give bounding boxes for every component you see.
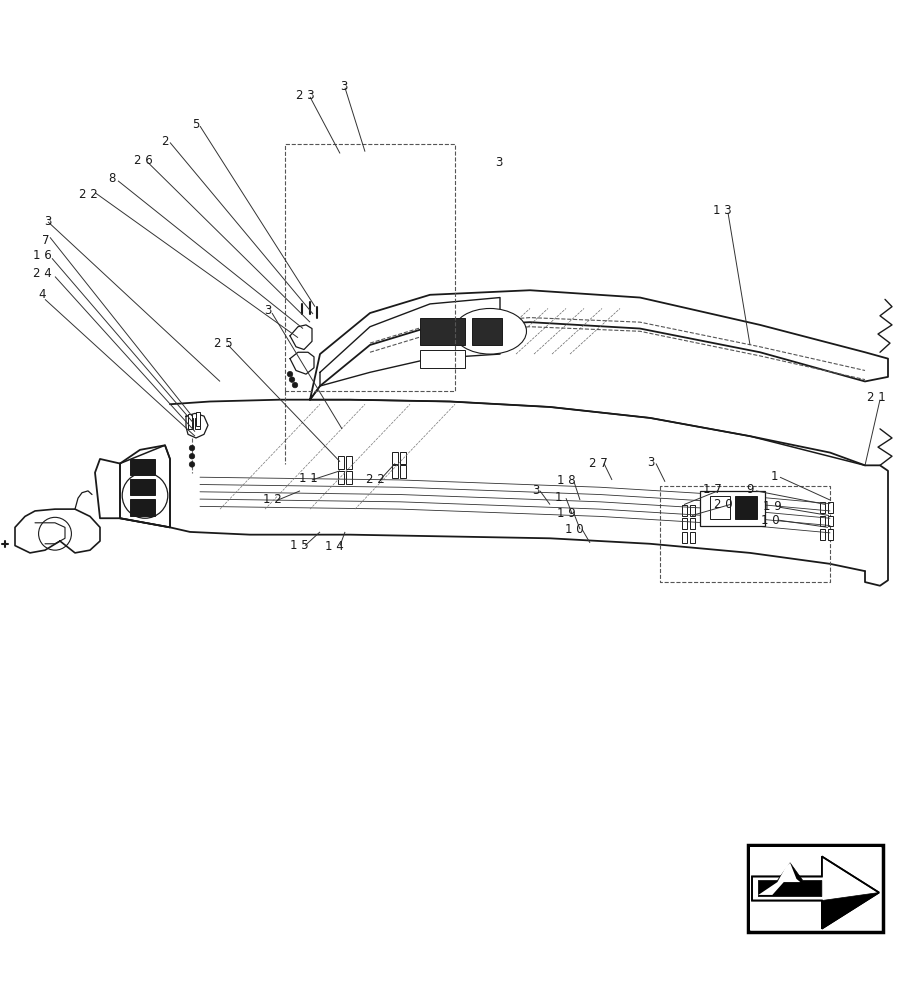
Bar [819,502,824,513]
Text: 9: 9 [745,483,752,496]
Polygon shape [752,856,878,929]
Text: 1 1: 1 1 [298,472,317,485]
Text: 2 2: 2 2 [365,473,384,486]
Bar [734,496,756,519]
Text: 2 1: 2 1 [865,391,885,404]
Text: 3: 3 [495,156,502,169]
Bar [195,418,200,429]
Text: 2 5: 2 5 [213,337,232,350]
Text: 1 8: 1 8 [556,474,575,487]
Bar [196,412,200,426]
Text: 1 9: 1 9 [556,507,575,520]
Bar [681,505,686,516]
Circle shape [189,445,195,451]
Polygon shape [821,893,878,929]
Bar [819,529,824,540]
Text: 1 9: 1 9 [762,500,781,513]
Circle shape [189,453,195,459]
Bar [690,532,694,543]
Bar [827,502,832,513]
Text: 1 2: 1 2 [262,493,281,506]
Bar [827,529,832,540]
Text: 2: 2 [161,135,169,148]
Text: 2 3: 2 3 [295,89,314,102]
Bar [345,471,352,484]
Bar [130,459,155,475]
Text: 2 0: 2 0 [713,498,732,511]
Text: 3: 3 [532,484,539,497]
Circle shape [189,462,195,467]
Bar [130,499,155,516]
Bar [392,452,397,464]
Bar [345,456,352,469]
Text: 3: 3 [264,304,271,317]
Text: 2 4: 2 4 [33,267,51,280]
Polygon shape [758,863,821,897]
Text: 5: 5 [192,118,200,131]
Text: 3: 3 [45,215,52,228]
Text: 1 0: 1 0 [564,523,583,536]
Ellipse shape [453,308,526,354]
Text: 7: 7 [42,234,50,247]
Text: 1 0: 1 0 [760,514,779,527]
Text: 1 5: 1 5 [290,539,308,552]
Text: 2 7: 2 7 [588,457,607,470]
Circle shape [289,377,294,382]
Bar [130,479,155,495]
Text: 1: 1 [554,491,561,504]
Bar [188,418,193,429]
Text: 3: 3 [340,80,347,93]
Bar [681,532,686,543]
Bar [681,518,686,529]
Bar [747,845,882,932]
Bar [420,318,465,345]
Bar [827,516,832,526]
Bar [690,518,694,529]
Bar [400,452,405,464]
Bar [338,456,343,469]
Text: 1: 1 [770,470,777,483]
Bar [392,465,397,478]
Circle shape [287,371,292,377]
Bar [420,350,465,368]
Text: 8: 8 [108,172,116,185]
Bar [690,505,694,516]
Circle shape [292,382,297,388]
Bar [749,847,880,930]
Polygon shape [758,863,799,895]
Bar [710,496,729,519]
Bar [819,516,824,526]
Text: 2 6: 2 6 [134,154,152,167]
Bar [338,471,343,484]
Text: 1 4: 1 4 [324,540,343,553]
Bar [700,491,764,526]
Text: 2 2: 2 2 [78,188,97,201]
Bar [400,465,405,478]
Text: 4: 4 [38,288,46,301]
Text: 1 6: 1 6 [33,249,51,262]
Text: 1 3: 1 3 [711,204,731,217]
Text: 3: 3 [647,456,654,469]
Bar [472,318,501,345]
Bar [188,414,192,429]
Text: 1 7: 1 7 [701,483,721,496]
